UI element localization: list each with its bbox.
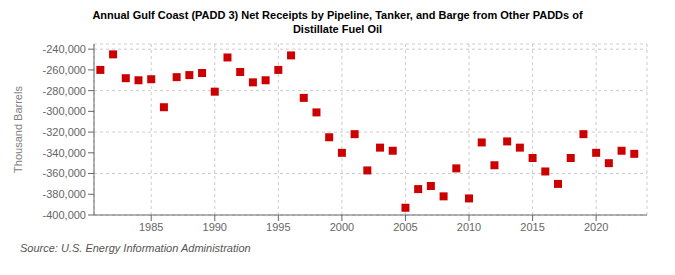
svg-text:2020: 2020 bbox=[584, 221, 608, 233]
svg-text:-320,000: -320,000 bbox=[43, 126, 86, 138]
html-text:Distillate Fuel Oil: Distillate Fuel Oil bbox=[292, 23, 383, 35]
html-text:Source: U.S. Energy Informatio: Source: U.S. Energy Information Administ… bbox=[20, 242, 251, 254]
svg-text:2015: 2015 bbox=[520, 221, 544, 233]
svg-text:-340,000: -340,000 bbox=[43, 147, 86, 159]
svg-text:-400,000: -400,000 bbox=[43, 209, 86, 221]
svg-text:2010: 2010 bbox=[457, 221, 481, 233]
svg-text:-300,000: -300,000 bbox=[43, 105, 86, 117]
svg-text:-260,000: -260,000 bbox=[43, 64, 86, 76]
svg-text:1990: 1990 bbox=[203, 221, 227, 233]
svg-text:-240,000: -240,000 bbox=[43, 43, 86, 55]
svg-text:2005: 2005 bbox=[393, 221, 417, 233]
svg-text:-380,000: -380,000 bbox=[43, 188, 86, 200]
svg-text:2000: 2000 bbox=[330, 221, 354, 233]
svg-text:1995: 1995 bbox=[266, 221, 290, 233]
svg-text:Thousand Barrels: Thousand Barrels bbox=[12, 86, 24, 173]
html-text:Annual Gulf Coast (PADD 3) Net: Annual Gulf Coast (PADD 3) Net Receipts … bbox=[92, 9, 583, 21]
svg-text:-280,000: -280,000 bbox=[43, 85, 86, 97]
svg-text:-360,000: -360,000 bbox=[43, 167, 86, 179]
svg-text:1985: 1985 bbox=[139, 221, 163, 233]
